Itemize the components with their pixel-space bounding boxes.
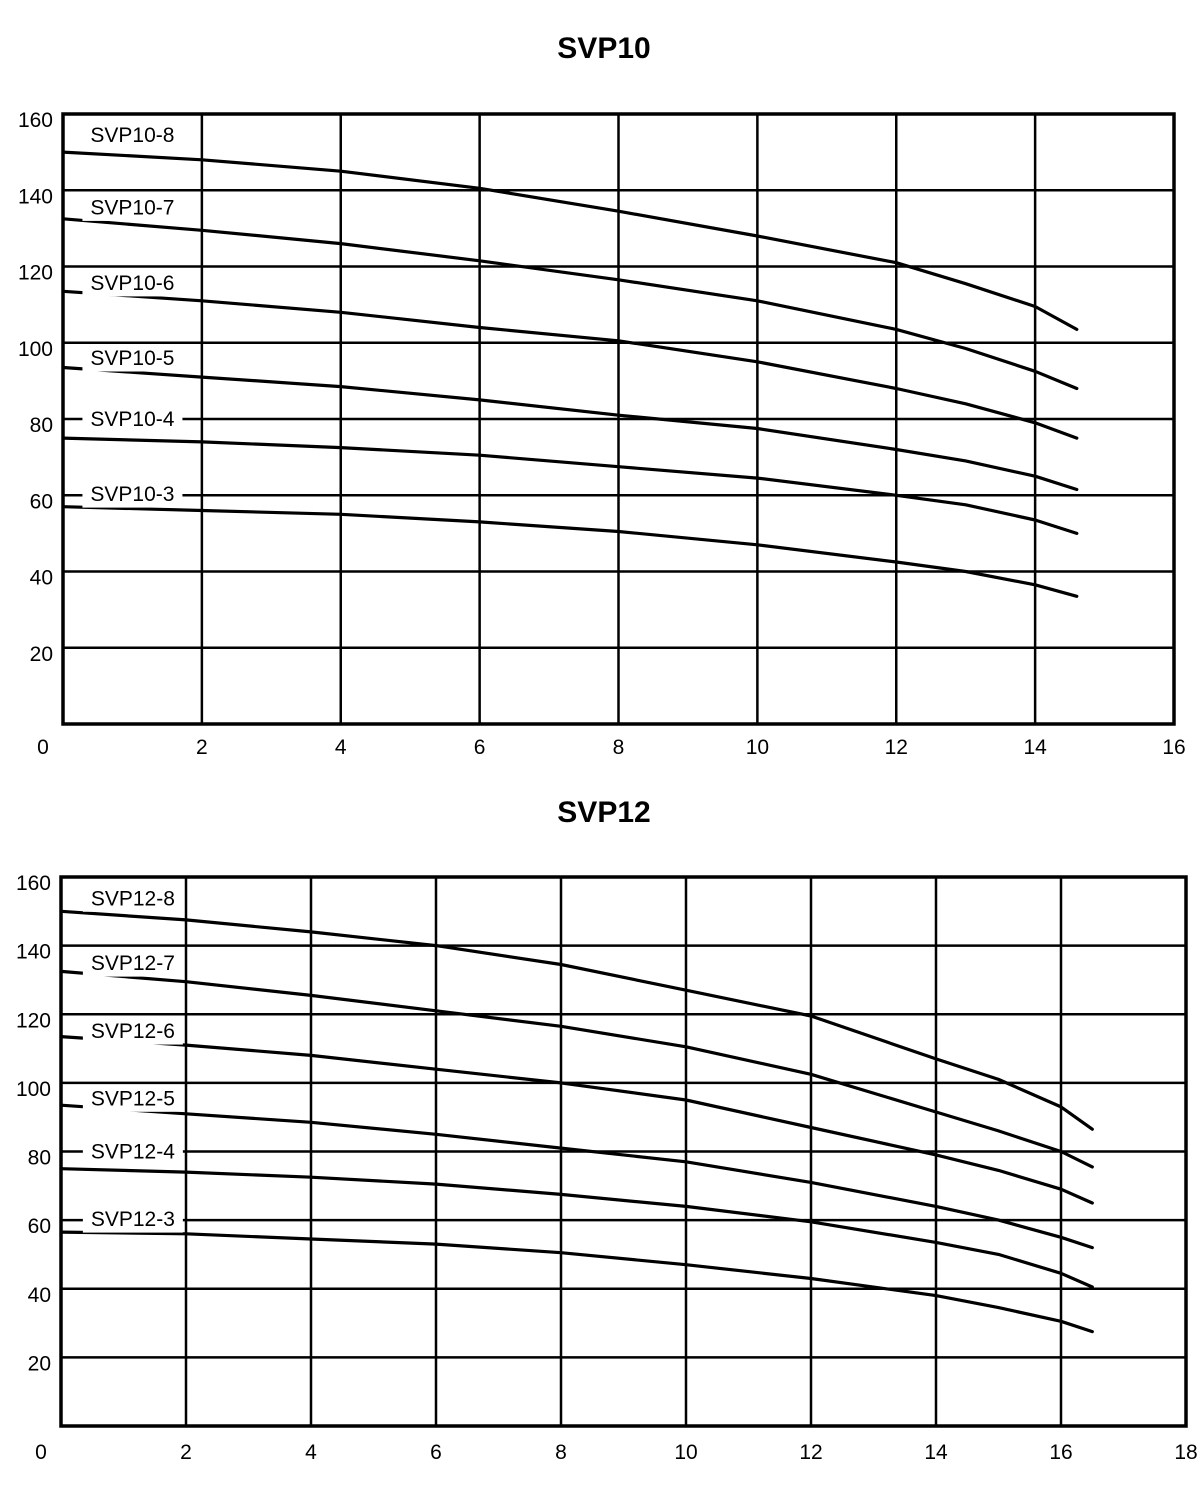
- curve-SVP12-8: [59, 909, 1094, 1131]
- curve-label-box-SVP12-7: [82, 949, 183, 977]
- x-tick-label-18: 18: [1174, 1441, 1197, 1464]
- curve-SVP12-4: [59, 1167, 1094, 1289]
- curve-label-box-SVP12-6: [82, 1017, 183, 1045]
- y-tick-label-40: 40: [28, 1284, 51, 1307]
- plot-border: [59, 875, 1188, 1428]
- plot-border: [61, 112, 1176, 726]
- x-tick-label-16: 16: [1162, 736, 1185, 759]
- x-tick-label-10: 10: [746, 736, 769, 759]
- x-tick-label-6: 6: [430, 1441, 442, 1464]
- y-tick-label-100: 100: [16, 1078, 51, 1101]
- x-tick-label-2: 2: [196, 736, 208, 759]
- y-tick-label-80: 80: [30, 414, 53, 437]
- curve-SVP12-3: [59, 1230, 1094, 1334]
- y-tick-label-100: 100: [18, 338, 53, 361]
- curve-label-SVP12-6: SVP12-6: [91, 1020, 175, 1043]
- curve-label-SVP12-4: SVP12-4: [91, 1141, 175, 1164]
- svp12-chart: SVP12 0 2 4 6 8 10 12 14 16 18 20 40 60 80 100 120 140 16…: [16, 796, 1198, 1464]
- curve-label-box-SVP10-6: [82, 269, 183, 297]
- curve-label-box-SVP10-4: [82, 405, 183, 433]
- x-tick-label-2: 2: [180, 1441, 192, 1464]
- curve-label-SVP10-7: SVP10-7: [90, 196, 174, 219]
- x-tick-label-0: 0: [37, 736, 49, 759]
- curve-label-box-SVP10-5: [82, 344, 183, 372]
- curve-SVP12-6: [59, 1035, 1094, 1205]
- x-tick-label-8: 8: [555, 1441, 567, 1464]
- x-tick-label-0: 0: [35, 1441, 47, 1464]
- curve-label-box-SVP10-7: [82, 193, 183, 221]
- y-tick-label-40: 40: [30, 567, 53, 590]
- curve-SVP12-5: [59, 1103, 1094, 1250]
- curve-label-SVP10-4: SVP10-4: [90, 408, 174, 431]
- curve-label-SVP12-7: SVP12-7: [91, 952, 175, 975]
- curve-SVP10-8: [61, 150, 1079, 331]
- y-tick-label-120: 120: [18, 262, 53, 285]
- y-tick-label-60: 60: [28, 1215, 51, 1238]
- x-tick-label-12: 12: [885, 736, 908, 759]
- svp10-chart: SVP10 0 2 4 6 8 10 12 14 16 20 40 60 80 100 120 140 160 S…: [18, 32, 1186, 759]
- curve-SVP10-5: [61, 365, 1079, 492]
- curve-label-SVP10-8: SVP10-8: [90, 124, 174, 147]
- curve-label-box-SVP12-5: [82, 1084, 183, 1112]
- curve-label-SVP12-5: SVP12-5: [91, 1087, 175, 1110]
- y-tick-label-80: 80: [28, 1147, 51, 1170]
- curve-SVP12-7: [59, 969, 1094, 1169]
- y-tick-label-60: 60: [30, 490, 53, 513]
- curve-label-SVP10-6: SVP10-6: [90, 272, 174, 295]
- y-tick-label-160: 160: [18, 109, 53, 132]
- svp10-chart-title: SVP10: [557, 32, 650, 65]
- curve-SVP10-3: [61, 505, 1079, 598]
- curve-label-box-SVP10-8: [82, 121, 183, 149]
- y-tick-label-140: 140: [18, 185, 53, 208]
- x-tick-label-10: 10: [674, 1441, 697, 1464]
- x-tick-label-6: 6: [474, 736, 486, 759]
- x-tick-label-8: 8: [613, 736, 625, 759]
- svp12-chart-title: SVP12: [557, 796, 650, 829]
- curve-SVP10-4: [61, 436, 1079, 535]
- curve-label-SVP10-3: SVP10-3: [90, 483, 174, 506]
- x-tick-label-14: 14: [924, 1441, 948, 1464]
- y-tick-label-20: 20: [28, 1352, 51, 1375]
- y-tick-label-120: 120: [16, 1009, 51, 1032]
- curve-SVP10-6: [61, 289, 1079, 440]
- y-tick-label-160: 160: [16, 872, 51, 895]
- curve-label-box-SVP12-3: [82, 1205, 183, 1233]
- curve-label-box-SVP12-8: [82, 884, 183, 912]
- x-tick-label-14: 14: [1023, 736, 1047, 759]
- x-tick-label-4: 4: [335, 736, 347, 759]
- x-tick-label-4: 4: [305, 1441, 317, 1464]
- curve-label-SVP10-5: SVP10-5: [90, 347, 174, 370]
- curve-label-SVP12-8: SVP12-8: [91, 887, 175, 910]
- y-tick-label-20: 20: [30, 643, 53, 666]
- x-tick-label-16: 16: [1049, 1441, 1072, 1464]
- curve-label-box-SVP12-4: [82, 1138, 183, 1165]
- x-tick-label-12: 12: [799, 1441, 822, 1464]
- y-tick-label-140: 140: [16, 941, 51, 964]
- curve-SVP10-7: [61, 217, 1079, 391]
- curve-label-SVP12-3: SVP12-3: [91, 1208, 175, 1231]
- curve-label-box-SVP10-3: [82, 480, 183, 508]
